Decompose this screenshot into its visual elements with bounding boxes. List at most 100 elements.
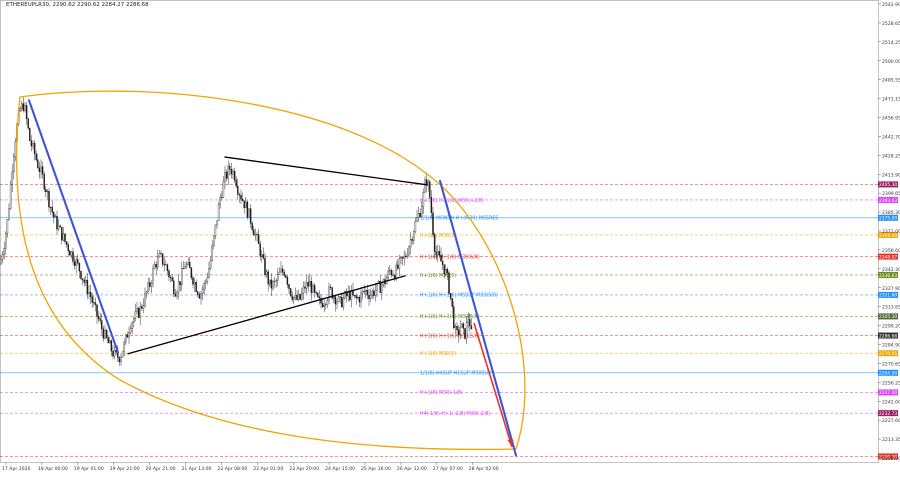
y-tick-label: 2327.90 (882, 286, 900, 292)
x-tick-label: 24 Apr 15:00 (325, 466, 355, 472)
y-tick-label: 2456.95 (882, 116, 900, 122)
y-tick-label: 2242.00 (882, 399, 900, 405)
candle-body (0, 259, 2, 265)
candle-body (425, 179, 428, 186)
candle-body (422, 192, 425, 207)
candle-body (211, 245, 213, 261)
candle-body (97, 316, 100, 320)
candle-body (421, 206, 423, 217)
x-tick-label: 18 Apr 00:00 (38, 466, 68, 472)
candle-body (248, 208, 250, 218)
candle-body (208, 268, 210, 278)
candle-body (435, 251, 437, 256)
candle-body (389, 270, 391, 272)
candle-body (355, 295, 357, 299)
trendline-blue-downtrend-left[interactable] (27, 99, 120, 354)
candle-body (64, 233, 66, 242)
orange-arc-lower[interactable] (15, 96, 517, 451)
trendline-black-upper-triangle[interactable] (224, 156, 428, 186)
level-price-text: 2321.60 (879, 293, 897, 299)
candle-body (129, 328, 132, 333)
candle-body (86, 279, 89, 295)
candle-body (317, 292, 319, 297)
candle-body (414, 221, 417, 232)
x-tick-label: 23 Apr 20:00 (289, 466, 319, 472)
candle-body (113, 350, 116, 357)
x-tick-label: 19 Apr 01:00 (74, 466, 104, 472)
candle-body (198, 294, 201, 299)
candle-body (441, 261, 444, 265)
candle-body (19, 108, 21, 112)
plot-frame (0, 0, 879, 463)
candle-body (438, 251, 441, 256)
candle-body (96, 304, 98, 317)
candle-body (88, 292, 90, 295)
y-tick-label: 2284.90 (882, 343, 900, 349)
candle-body (321, 303, 324, 308)
x-tick-label: 19 Apr 21:00 (110, 466, 140, 472)
level-price-tag (878, 350, 898, 357)
y-tick-label: 2371.00 (882, 229, 900, 235)
candle-body (221, 197, 223, 198)
candle-body (424, 179, 426, 193)
candle-body (163, 264, 165, 266)
candle-body (334, 296, 337, 305)
trendline-black-lower-triangle[interactable] (127, 275, 406, 355)
red-arrow-head (507, 439, 514, 447)
candle-body (264, 257, 266, 276)
candle-body (350, 289, 353, 300)
candle-body (217, 204, 220, 221)
candle-body (126, 334, 129, 338)
candle-body (30, 140, 33, 147)
level-label: H+1(6) M30(3) (420, 273, 456, 279)
y-tick-label: 2313.65 (882, 305, 900, 311)
candle-body (133, 318, 135, 323)
candle-body (446, 268, 449, 273)
candle-body (369, 294, 372, 300)
candle-body (400, 257, 402, 259)
candle-body (200, 293, 202, 299)
candle-body (269, 279, 271, 285)
candle-body (65, 241, 68, 245)
candle-body (408, 246, 410, 256)
candle-body (309, 281, 311, 287)
candle-body (381, 284, 383, 293)
candle-body (153, 263, 156, 269)
level-price-tag (878, 181, 898, 188)
y-tick-label: 2342.30 (882, 267, 900, 273)
candle-body (14, 141, 17, 157)
candle-body (398, 258, 401, 269)
trendline-blue-downtrend-right[interactable] (438, 179, 518, 457)
candle-body (104, 329, 106, 339)
red-arrow-shaft[interactable] (473, 322, 513, 448)
level-price-text: 2393.63 (879, 198, 897, 204)
y-tick-label: 2299.20 (882, 324, 900, 330)
candle-body (409, 239, 412, 247)
x-tick-label: 26 Apr 12:00 (397, 466, 427, 472)
candle-body (179, 281, 181, 286)
candle-body (304, 286, 306, 289)
level-price-tag (878, 271, 898, 278)
x-tick-label: 17 Apr 2026 (2, 466, 30, 472)
x-tick-label: 22 Apr 01:00 (253, 466, 283, 472)
candle-body (203, 283, 205, 290)
orange-arc-upper[interactable] (19, 90, 526, 450)
candle-body (101, 320, 103, 330)
candle-body (358, 297, 361, 303)
candle-body (94, 302, 97, 305)
level-price-text: 2336.63 (879, 273, 897, 279)
candle-body (219, 197, 221, 205)
x-tick-label: 20 Apr 21:00 (146, 466, 176, 472)
candle-body (259, 243, 261, 257)
candle-body (149, 282, 151, 287)
candle-body (329, 286, 332, 288)
candle-body (201, 289, 204, 294)
candle-body (374, 290, 377, 296)
candle-body (373, 290, 375, 296)
candle-body (235, 180, 237, 187)
candle-body (184, 266, 186, 269)
level-price-tag (878, 313, 898, 320)
candle-body (61, 226, 63, 241)
